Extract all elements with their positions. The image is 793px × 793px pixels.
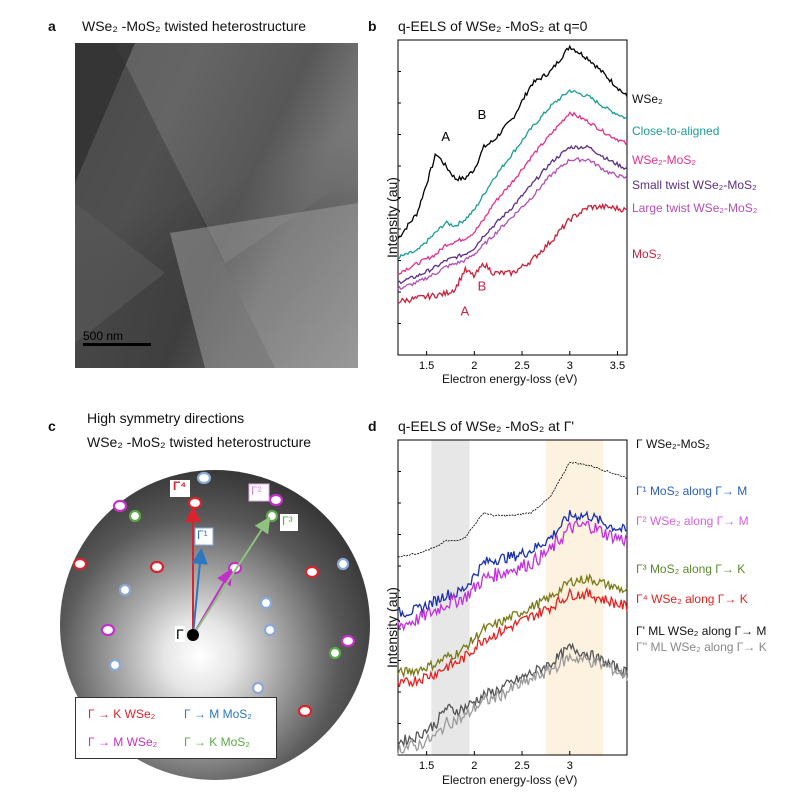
d-label-wse2-m: Γ² WSe₂ along Γ→ M	[636, 514, 749, 528]
b-peak-label: A	[441, 129, 450, 144]
scale-bar-label: 500 nm	[83, 329, 124, 343]
d-xtick-label: 3	[567, 760, 573, 772]
b-label-large: Large twist WSe₂-MoS₂	[632, 201, 758, 215]
d-label-ml-m: Γ' ML WSe₂ along Γ→ M	[636, 624, 767, 638]
legend-gamma-k-mos2: Γ → K MoS₂	[184, 735, 250, 749]
panel-a-letter: a	[48, 18, 56, 34]
d-label-mos2-k: Γ³ MoS₂ along Γ→ K	[636, 562, 746, 576]
gamma1-label: Γ¹	[197, 528, 208, 542]
b-series-line-2	[397, 111, 628, 275]
panel-b-letter: b	[368, 18, 377, 34]
b-peak-label: B	[478, 278, 487, 293]
gamma2-label: Γ²	[251, 484, 262, 498]
legend-gamma-m-wse2: Γ → M WSe₂	[88, 735, 158, 749]
tem-micrograph: 500 nm	[75, 43, 358, 368]
b-xtick-label: 2	[471, 360, 477, 372]
d-xtick-label: 1.5	[419, 760, 434, 772]
d-series-line-4	[397, 586, 628, 688]
tem-flakes	[75, 43, 358, 368]
b-series-line-0	[397, 44, 628, 239]
gamma-label: Γ	[175, 626, 185, 642]
legend-gamma-m-mos2: Γ → M MoS₂	[184, 707, 252, 721]
d-label-mos2-m: Γ¹ MoS₂ along Γ→ M	[636, 484, 748, 498]
scale-bar	[83, 343, 151, 346]
panel-c-title-line2: WSe₂ -MoS₂ twisted heterostructure	[87, 434, 312, 450]
panel-c-letter: c	[48, 418, 56, 434]
b-xtick-label: 2.5	[514, 360, 529, 372]
b-xtick-label: 1.5	[419, 360, 434, 372]
b-label-mos2: MoS₂	[632, 247, 662, 261]
b-series-line-5	[397, 202, 628, 304]
b-peak-label: B	[478, 107, 487, 122]
b-peak-label: A	[460, 304, 469, 319]
b-axes-frame	[397, 39, 628, 356]
d-label-ml-k: Γ'' ML WSe₂ along Γ→ K	[636, 640, 767, 654]
legend-gamma-k-wse2: Γ → K WSe₂	[88, 707, 156, 721]
panel-b-xlabel: Electron energy-loss (eV)	[442, 372, 578, 386]
gamma3-label: Γ³	[282, 514, 293, 528]
b-series-line-4	[397, 157, 628, 291]
d-series-line-0	[397, 461, 628, 558]
d-series-line-6	[397, 652, 628, 755]
b-xtick-label: 3.5	[610, 360, 625, 372]
b-xtick-label: 3	[567, 360, 573, 372]
b-series-line-1	[397, 89, 628, 260]
d-label-wse2-k: Γ⁴ WSe₂ along Γ→ K	[636, 592, 748, 606]
panel-a-title: WSe₂ -MoS₂ twisted heterostructure	[82, 18, 307, 34]
panel-c-legend: Γ → K WSe₂ Γ → M MoS₂ Γ → M WSe₂ Γ → K M…	[75, 697, 277, 759]
panel-b-title: q-EELS of WSe₂ -MoS₂ at q=0	[398, 18, 588, 34]
panel-d-title: q-EELS of WSe₂ -MoS₂ at Γ'	[398, 418, 575, 434]
b-series-line-3	[397, 144, 628, 285]
d-xtick-label: 2.5	[514, 760, 529, 772]
panel-d-xlabel: Electron energy-loss (eV)	[442, 773, 578, 787]
d-xtick-label: 2	[471, 760, 477, 772]
panel-c-title-line1: High symmetry directions	[87, 410, 245, 426]
b-label-close: Close-to-aligned	[632, 124, 720, 138]
d-plot: 1.5 2 2.5 3	[397, 439, 628, 772]
d-series-line-1	[397, 510, 628, 618]
b-label-hetero: WSe₂-MoS₂	[632, 153, 696, 167]
b-label-wse2: WSe₂	[632, 92, 663, 106]
b-label-small: Small twist WSe₂-MoS₂	[632, 178, 757, 192]
gamma4-label: Γ⁴	[173, 479, 187, 493]
d-label-hetero: Γ WSe₂-MoS₂	[636, 437, 710, 451]
d-series-line-3	[397, 573, 628, 679]
panel-d-letter: d	[368, 418, 377, 434]
d-series-line-2	[397, 520, 628, 632]
